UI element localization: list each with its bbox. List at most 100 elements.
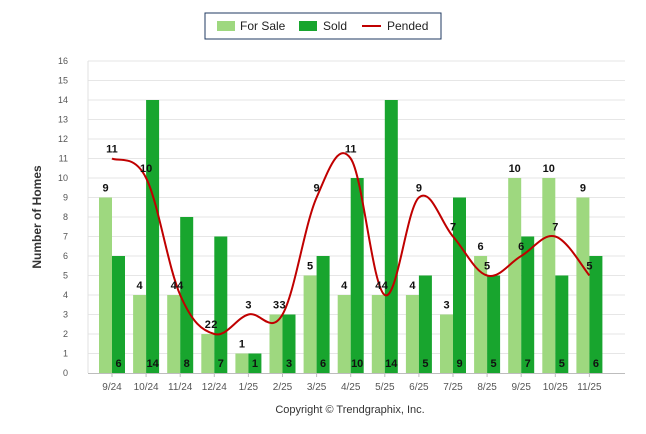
bar-sold: [282, 314, 296, 373]
y-tick-label: 2: [63, 329, 68, 339]
label-for-sale: 10: [543, 163, 555, 175]
bar-sold: [350, 178, 364, 373]
bar-for-sale: [440, 314, 453, 373]
label-sold: 14: [146, 358, 159, 370]
y-tick-label: 4: [63, 290, 68, 300]
x-tick-label: 11/25: [577, 382, 602, 393]
y-tick-label: 3: [63, 310, 68, 320]
pended-line: [111, 152, 591, 336]
label-for-sale: 9: [580, 183, 586, 195]
pended-line-layer: [111, 152, 591, 336]
label-sold: 9: [456, 358, 462, 370]
y-tick-label: 9: [63, 193, 68, 203]
bar-for-sale: [337, 295, 351, 373]
y-tick-label: 15: [58, 76, 68, 86]
x-tick-label: 7/25: [443, 382, 463, 393]
label-pended: 4: [382, 280, 389, 292]
x-tick-label: 1/25: [239, 382, 259, 393]
x-tick-label: 3/25: [307, 382, 327, 393]
legend-label-for-sale: For Sale: [240, 19, 286, 33]
bar-for-sale: [269, 314, 283, 373]
copyright-text: Copyright © Trendgraphix, Inc.: [275, 404, 424, 416]
y-tick-label: 5: [63, 271, 68, 281]
legend-swatch-for-sale: [217, 21, 235, 31]
legend-swatch-sold: [299, 21, 317, 31]
label-for-sale: 4: [409, 280, 416, 292]
y-tick-label: 8: [63, 212, 68, 222]
x-tick-label: 5/25: [375, 382, 395, 393]
label-for-sale: 6: [478, 241, 484, 253]
label-sold: 10: [351, 358, 363, 370]
label-pended: 11: [106, 144, 118, 156]
y-tick-label: 1: [63, 349, 68, 359]
x-tick-label: 9/24: [102, 382, 122, 393]
label-for-sale: 1: [239, 339, 245, 351]
x-tick-label: 12/24: [202, 382, 227, 393]
label-pended: 6: [518, 241, 524, 253]
bar-sold: [180, 217, 194, 373]
label-for-sale: 4: [171, 280, 178, 292]
legend-label-sold: Sold: [323, 19, 347, 33]
bar-sold: [521, 236, 535, 373]
bar-for-sale: [235, 353, 249, 373]
y-tick-label: 16: [58, 56, 68, 66]
x-tick-label: 10/25: [543, 382, 568, 393]
label-for-sale: 5: [307, 261, 313, 273]
label-pended: 5: [484, 261, 490, 273]
label-for-sale: 9: [102, 183, 108, 195]
label-pended: 9: [314, 183, 320, 195]
bar-sold: [555, 275, 569, 373]
label-pended: 4: [177, 280, 184, 292]
bar-for-sale: [474, 256, 488, 373]
bar-sold: [487, 275, 501, 373]
bar-for-sale: [99, 197, 112, 373]
bar-sold: [112, 256, 125, 373]
y-tick-label: 11: [59, 154, 68, 164]
label-for-sale: 4: [375, 280, 382, 292]
label-sold: 6: [115, 358, 121, 370]
x-tick-label: 11/24: [168, 382, 193, 393]
label-pended: 9: [416, 183, 422, 195]
label-sold: 14: [385, 358, 398, 370]
label-sold: 5: [559, 358, 565, 370]
bars: [99, 100, 603, 373]
label-pended: 3: [279, 300, 285, 312]
bar-sold: [418, 275, 432, 373]
label-sold: 5: [422, 358, 428, 370]
bar-sold: [214, 236, 228, 373]
label-for-sale: 4: [137, 280, 144, 292]
x-tick-label: 6/25: [409, 382, 429, 393]
label-for-sale: 4: [341, 280, 348, 292]
x-tick-label: 9/25: [511, 382, 531, 393]
legend: For Sale Sold Pended: [204, 12, 442, 40]
bar-for-sale: [542, 178, 556, 373]
label-for-sale: 3: [443, 300, 449, 312]
x-tick-label: 2/25: [273, 382, 293, 393]
label-sold: 8: [184, 358, 190, 370]
bar-sold: [248, 353, 262, 373]
label-sold: 5: [491, 358, 497, 370]
bar-for-sale: [167, 295, 181, 373]
y-tick-label: 0: [63, 368, 68, 378]
label-pended: 7: [552, 222, 558, 234]
label-pended: 2: [211, 319, 217, 331]
label-pended: 10: [140, 163, 152, 175]
label-pended: 11: [345, 144, 357, 156]
label-pended: 7: [450, 222, 456, 234]
y-tick-label: 6: [63, 251, 68, 261]
bar-for-sale: [371, 295, 385, 373]
label-sold: 6: [593, 358, 599, 370]
y-tick-label: 7: [63, 232, 68, 242]
y-tick-label: 13: [58, 115, 68, 125]
bar-for-sale: [405, 295, 419, 373]
bar-for-sale: [508, 178, 522, 373]
bar-for-sale: [576, 197, 590, 373]
bar-sold: [384, 100, 398, 373]
legend-label-pended: Pended: [387, 19, 428, 33]
legend-box: [204, 12, 442, 40]
label-for-sale: 3: [273, 300, 279, 312]
label-sold: 6: [320, 358, 326, 370]
